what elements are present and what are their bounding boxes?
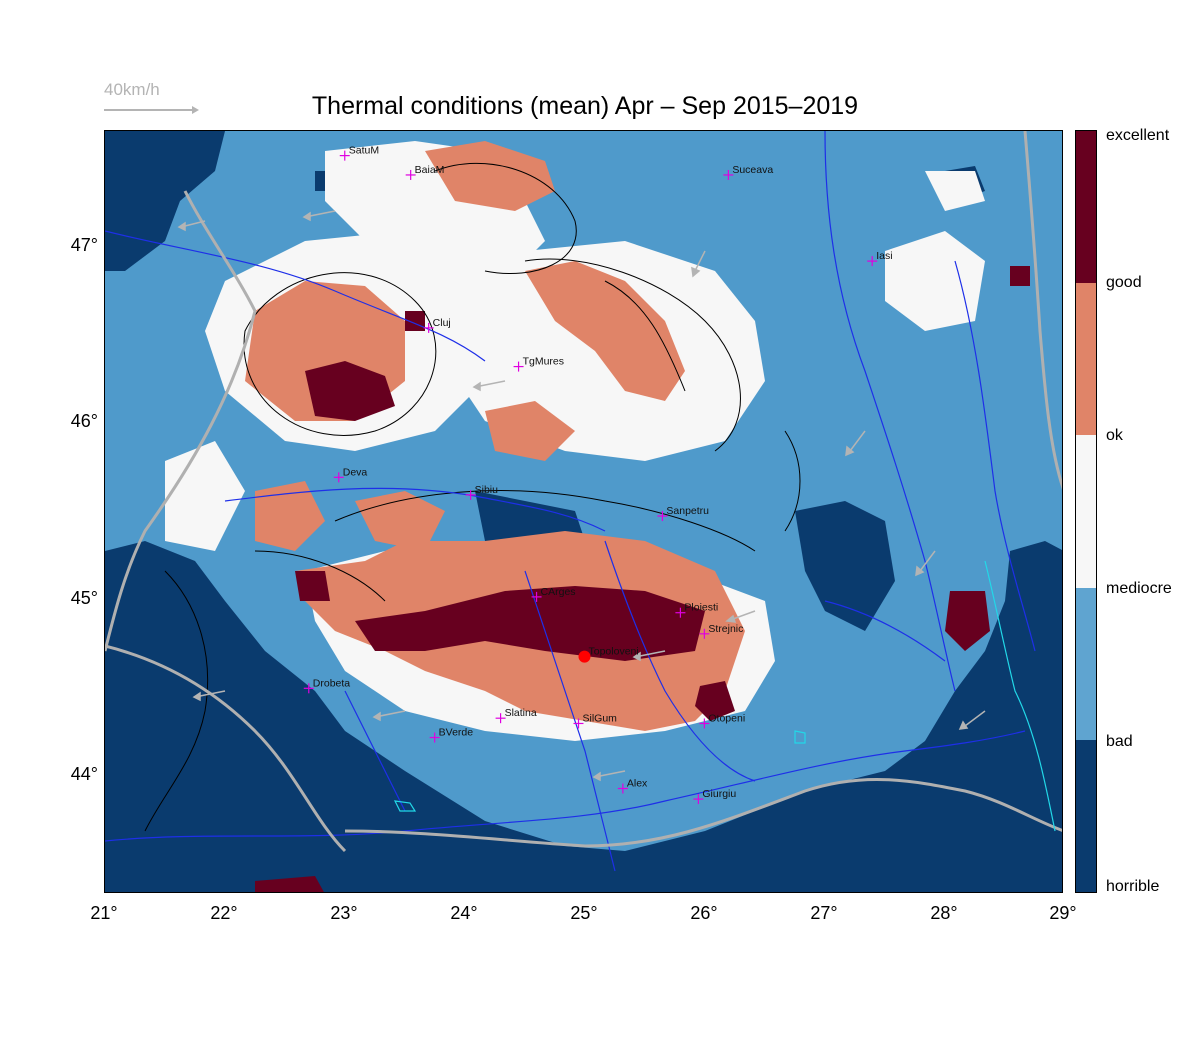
city-label: TgMures [523,356,564,368]
city-alex[interactable]: Alex [617,778,648,794]
city-slatina[interactable]: Slatina [495,707,537,724]
city-label: Ploiesti [684,602,718,614]
wind-reference-text: 40km/h [104,80,160,99]
city-label: BaiaM [415,164,445,176]
colorbar-label-ok: ok [1106,427,1123,444]
city-label: Otopeni [708,712,745,724]
thermal-map[interactable]: SatuM BaiaM Suceava Iasi Cluj TgMures Deva Sibi… [104,130,1063,893]
city-giurgiu[interactable]: Giurgiu [693,788,736,805]
city-cluj[interactable]: Cluj [423,317,451,333]
lakes [393,560,1056,832]
excellent-zones [255,266,1030,892]
city-label: Alex [627,778,648,790]
colorbar-label-excellent: excellent [1106,127,1170,144]
city-bverde[interactable]: BVerde [429,727,474,743]
city-sanpetru[interactable]: Sanpetru [657,505,709,522]
city-label: Iasi [876,250,892,262]
city-deva[interactable]: Deva [333,466,368,483]
city-label: Giurgiu [702,788,736,800]
city-label: BVerde [439,727,474,739]
city-label: Drobeta [313,677,351,689]
lon-tick-26: 26° [690,903,718,923]
lat-tick-44: 44° [70,764,98,784]
city-strejnic[interactable]: Strejnic [699,623,743,639]
city-label: Cluj [433,317,451,329]
city-label: Slatina [505,707,537,719]
city-markers: SatuM BaiaM Suceava Iasi Cluj TgMures Deva Sibi… [303,145,893,805]
colorbar-label-bad: bad [1106,733,1133,750]
lon-tick-22: 22° [210,903,238,923]
lon-tick-25: 25° [570,903,598,923]
city-label: Topoloveni [589,646,639,658]
colorbar-segment-bad [1076,739,1096,892]
colorbar-segment-ok [1076,435,1096,588]
city-label: SatuM [349,145,379,157]
city-label: CArges [541,586,576,598]
city-label: Strejnic [708,623,743,635]
highlight-point-icon[interactable] [578,650,591,663]
lon-tick-21: 21° [90,903,118,923]
country-borders [105,131,1062,853]
colorbar-segment-good [1076,283,1096,436]
lon-tick-23: 23° [330,903,358,923]
colorbar-label-horrible: horrible [1106,878,1160,895]
colorbar-label-mediocre: mediocre [1106,580,1172,597]
city-drobeta[interactable]: Drobeta [303,677,351,694]
lon-tick-28: 28° [930,903,958,923]
city-suceava[interactable]: Suceava [723,164,773,180]
lon-tick-27: 27° [810,903,838,923]
relief-contours [144,162,801,832]
city-label: Deva [343,466,368,478]
city-satum[interactable]: SatuM [339,145,379,161]
city-iasi[interactable]: Iasi [867,250,893,267]
wind-reference-arrow-icon [104,106,199,114]
colorbar-label-good: good [1106,274,1142,291]
city-label: Sanpetru [666,505,709,517]
wind-arrows [177,210,986,782]
lat-tick-45: 45° [70,588,98,608]
city-label: Suceava [732,164,773,176]
wind-reference-label: 40km/h [104,80,199,120]
colorbar [1075,130,1097,893]
city-tgmures[interactable]: TgMures [513,356,564,372]
city-silgum[interactable]: SilGum [573,712,618,729]
city-label: SilGum [583,712,618,724]
colorbar-segment-mediocre [1076,587,1096,740]
thermal-map-canvas: SatuM BaiaM Suceava Iasi Cluj TgMures Deva Sibi… [105,131,1062,892]
map-title: Thermal conditions (mean) Apr – Sep 2015… [311,92,859,120]
lon-tick-29: 29° [1049,903,1077,923]
city-sibiu[interactable]: Sibiu [465,484,499,500]
lat-tick-47: 47° [70,235,98,255]
colorbar-segment-excellent [1076,131,1096,284]
city-baiam[interactable]: BaiaM [405,164,445,180]
city-carges[interactable]: CArges [531,586,576,602]
city-label: Sibiu [475,484,499,496]
rivers [105,131,1036,872]
lon-tick-24: 24° [450,903,478,923]
city-ploiesti[interactable]: Ploiesti [675,602,718,618]
lat-tick-46: 46° [70,411,98,431]
city-otopeni[interactable]: Otopeni [699,712,745,729]
